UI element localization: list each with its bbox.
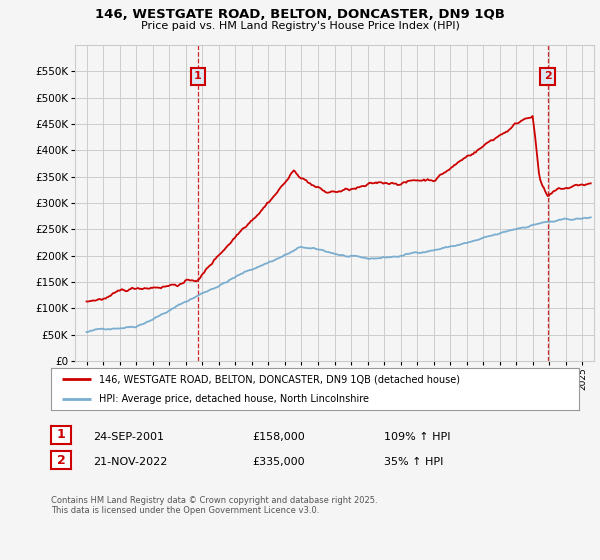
- Text: 2: 2: [56, 454, 65, 466]
- Text: 109% ↑ HPI: 109% ↑ HPI: [384, 432, 451, 442]
- Text: 146, WESTGATE ROAD, BELTON, DONCASTER, DN9 1QB (detached house): 146, WESTGATE ROAD, BELTON, DONCASTER, D…: [98, 374, 460, 384]
- Text: 146, WESTGATE ROAD, BELTON, DONCASTER, DN9 1QB: 146, WESTGATE ROAD, BELTON, DONCASTER, D…: [95, 8, 505, 21]
- Text: HPI: Average price, detached house, North Lincolnshire: HPI: Average price, detached house, Nort…: [98, 394, 368, 404]
- Text: 24-SEP-2001: 24-SEP-2001: [93, 432, 164, 442]
- Text: 1: 1: [194, 72, 202, 81]
- Text: £335,000: £335,000: [252, 457, 305, 467]
- Text: Price paid vs. HM Land Registry's House Price Index (HPI): Price paid vs. HM Land Registry's House …: [140, 21, 460, 31]
- Text: 35% ↑ HPI: 35% ↑ HPI: [384, 457, 443, 467]
- Text: 2: 2: [544, 72, 551, 81]
- Text: 1: 1: [56, 428, 65, 441]
- Text: 21-NOV-2022: 21-NOV-2022: [93, 457, 167, 467]
- Text: £158,000: £158,000: [252, 432, 305, 442]
- Text: Contains HM Land Registry data © Crown copyright and database right 2025.
This d: Contains HM Land Registry data © Crown c…: [51, 496, 377, 515]
